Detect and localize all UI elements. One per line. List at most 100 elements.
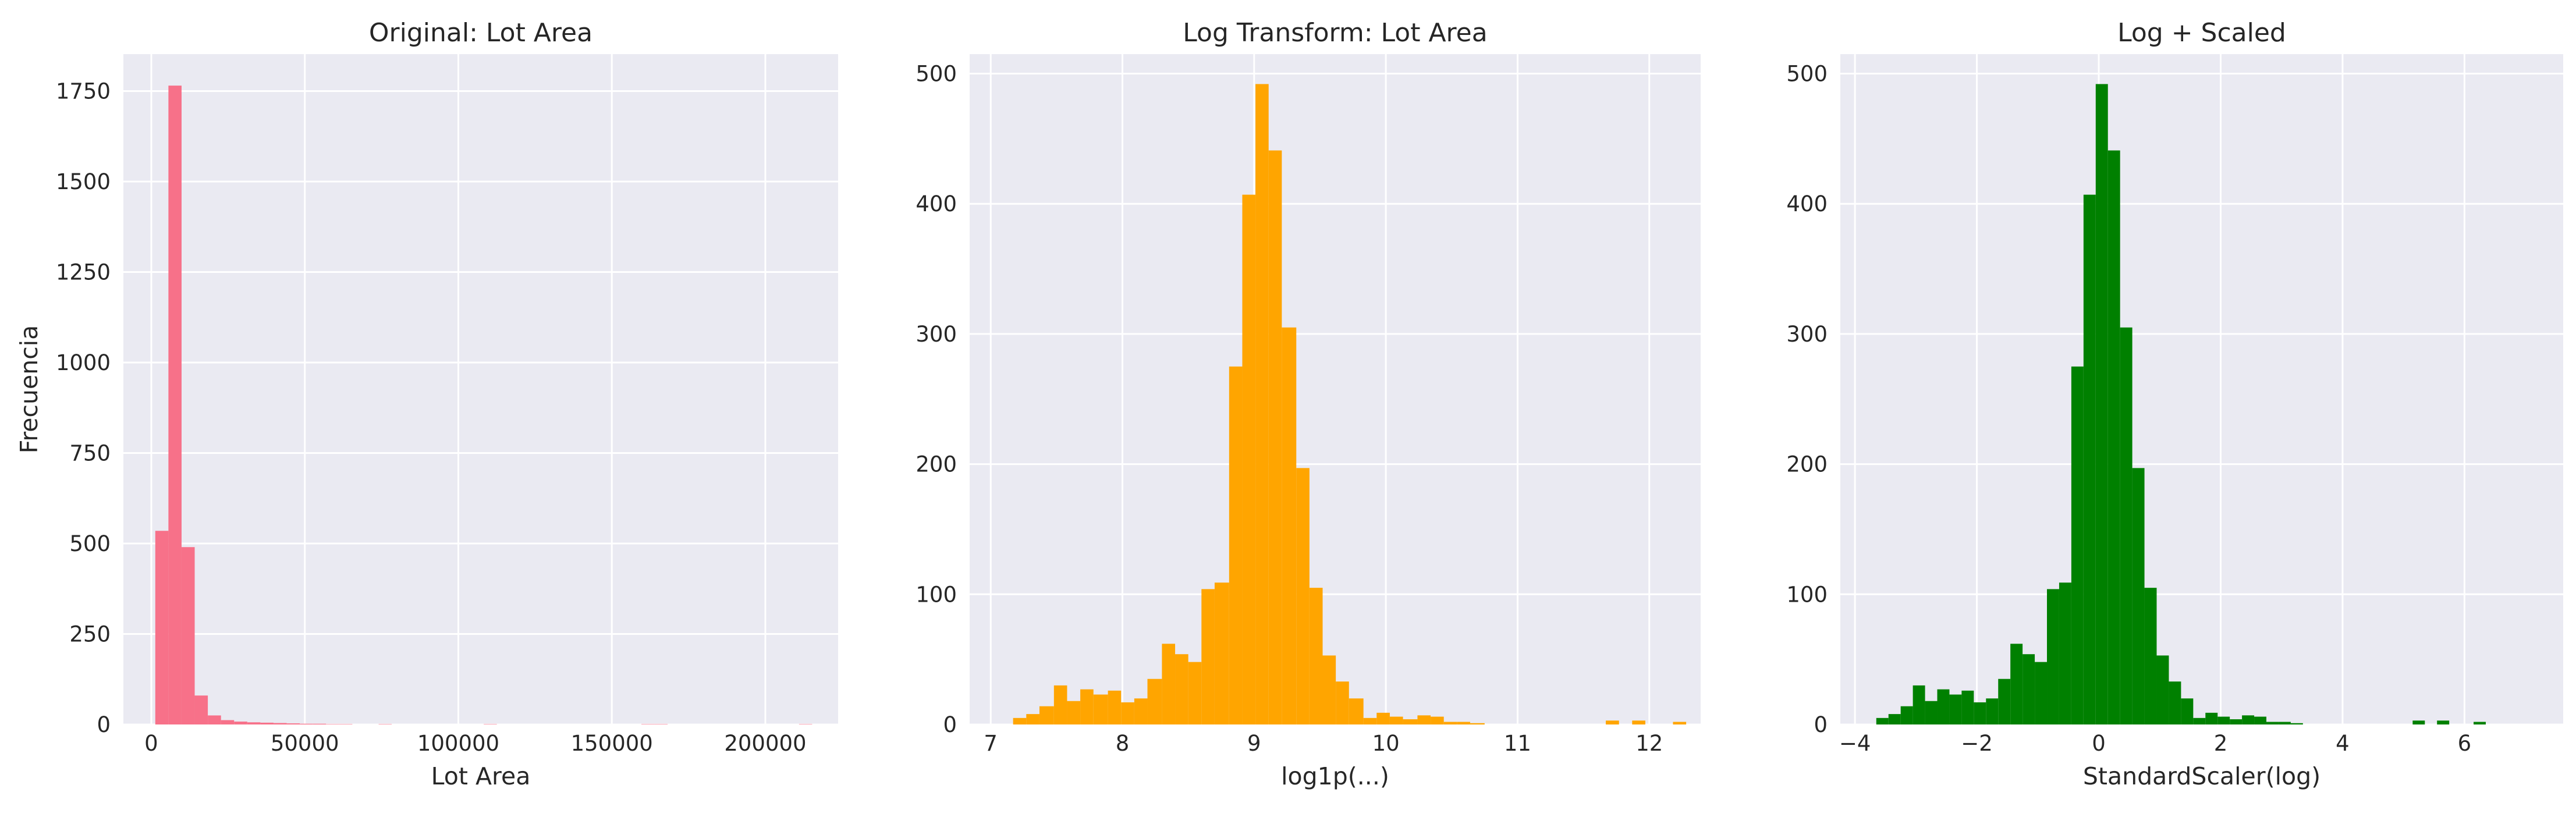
bar xyxy=(2230,719,2243,724)
bar xyxy=(2412,720,2425,724)
x-tick-label: 2 xyxy=(2214,731,2228,756)
bar xyxy=(1255,84,1269,725)
x-tick-label: 0 xyxy=(2092,731,2106,756)
bar xyxy=(2023,654,2035,724)
bar xyxy=(2437,720,2450,724)
y-tick-label: 750 xyxy=(69,441,111,466)
bar xyxy=(1949,694,1962,724)
bar xyxy=(2132,468,2145,724)
x-tick-label: 11 xyxy=(1504,731,1531,756)
bar xyxy=(2095,84,2108,725)
bar xyxy=(2144,588,2157,724)
bar xyxy=(2278,722,2291,724)
x-tick-label: 6 xyxy=(2458,731,2472,756)
bar xyxy=(155,531,169,724)
y-tick-label: 500 xyxy=(1786,62,1828,87)
bar xyxy=(1080,689,1094,724)
bar xyxy=(168,86,182,724)
bar xyxy=(273,723,287,724)
bar xyxy=(2120,327,2133,724)
bar xyxy=(2047,589,2059,724)
bar xyxy=(1282,327,1297,724)
bar xyxy=(1349,698,1364,724)
bar xyxy=(181,547,195,724)
bar xyxy=(2083,194,2096,724)
bar xyxy=(1900,706,1913,724)
y-tick-label: 400 xyxy=(916,191,957,216)
bar xyxy=(1470,723,1485,724)
bar xyxy=(1309,588,1323,724)
x-tick-label: 4 xyxy=(2336,731,2350,756)
bar xyxy=(260,722,274,724)
chart-title: Original: Lot Area xyxy=(369,18,592,48)
y-tick-label: 1250 xyxy=(56,260,111,285)
bar xyxy=(1162,644,1176,724)
x-tick-label: −4 xyxy=(1839,731,1871,756)
x-tick-label: 150000 xyxy=(571,731,653,756)
y-tick-label: 1750 xyxy=(56,79,111,104)
bar xyxy=(2266,722,2279,724)
x-axis-label: Lot Area xyxy=(431,762,531,790)
x-tick-label: 8 xyxy=(1116,731,1130,756)
bar xyxy=(1389,716,1403,724)
bar xyxy=(2071,366,2084,724)
x-tick-label: 0 xyxy=(144,731,158,756)
bar xyxy=(1673,722,1687,724)
y-axis-label: Frecuencia xyxy=(15,325,43,454)
x-axis-label: log1p(...) xyxy=(1281,762,1389,790)
x-axis-label: StandardScaler(log) xyxy=(2083,762,2320,790)
bar xyxy=(2474,722,2486,724)
plot-area xyxy=(970,54,1701,724)
x-tick-label: 10 xyxy=(1372,731,1400,756)
bar xyxy=(1632,720,1645,724)
x-tick-label: −2 xyxy=(1961,731,1993,756)
bar xyxy=(2181,698,2194,724)
plot-area xyxy=(123,54,838,724)
bar xyxy=(2290,723,2303,724)
bar xyxy=(1403,719,1418,724)
y-tick-label: 1500 xyxy=(56,169,111,194)
bar xyxy=(1443,722,1457,724)
bar xyxy=(1039,706,1054,724)
bar xyxy=(1986,698,1999,724)
bar xyxy=(2205,712,2218,724)
x-tick-label: 50000 xyxy=(271,731,339,756)
bar xyxy=(1188,662,1202,724)
bar xyxy=(2242,715,2255,724)
bar xyxy=(1913,685,1925,724)
bar xyxy=(1108,690,1122,724)
bar xyxy=(1175,654,1188,724)
y-tick-label: 200 xyxy=(1786,452,1828,477)
bar xyxy=(208,715,221,724)
bar xyxy=(1268,150,1282,724)
bar xyxy=(1998,679,2011,724)
x-tick-label: 7 xyxy=(984,731,998,756)
x-tick-label: 9 xyxy=(1247,731,1261,756)
y-tick-label: 300 xyxy=(1786,322,1828,347)
bar xyxy=(1363,717,1377,724)
bar xyxy=(1242,194,1256,724)
y-tick-label: 500 xyxy=(69,531,111,556)
bar xyxy=(2010,644,2023,724)
bar xyxy=(1431,716,1444,724)
bar xyxy=(1937,689,1950,724)
bar xyxy=(1961,690,1974,724)
bar xyxy=(1457,722,1470,724)
bar xyxy=(2107,150,2120,724)
bar xyxy=(1296,468,1310,724)
bar xyxy=(1053,685,1067,724)
bar xyxy=(1134,698,1148,724)
y-tick-label: 0 xyxy=(97,712,111,737)
bar xyxy=(2254,716,2267,724)
y-tick-label: 1000 xyxy=(56,350,111,375)
bar xyxy=(1974,702,1986,724)
bar xyxy=(1376,712,1390,724)
bar xyxy=(1026,714,1039,724)
bar xyxy=(1876,717,1889,724)
bar xyxy=(1322,655,1336,724)
y-tick-label: 0 xyxy=(1814,712,1828,737)
y-tick-label: 100 xyxy=(916,582,957,607)
bar xyxy=(2156,655,2169,724)
bar xyxy=(221,720,235,724)
